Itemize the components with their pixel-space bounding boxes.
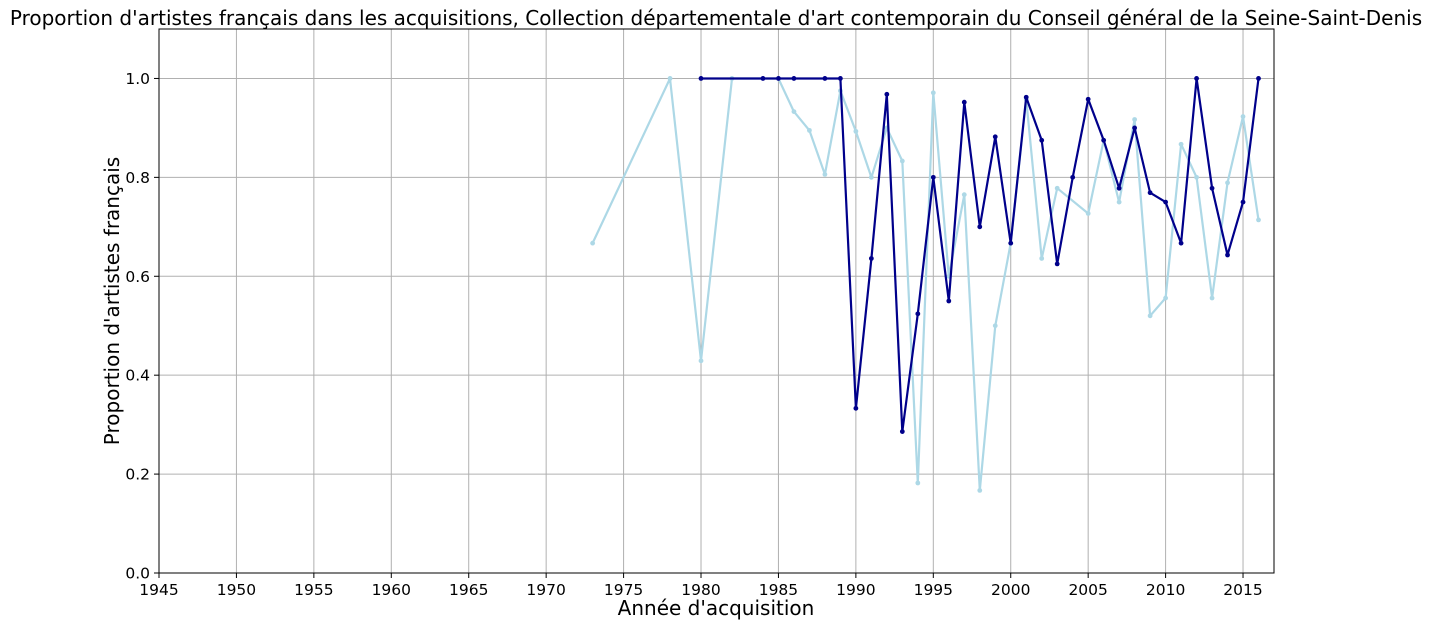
data-point xyxy=(1085,96,1091,102)
y-tick-label: 0.8 xyxy=(125,169,150,187)
data-point xyxy=(807,127,812,133)
data-point xyxy=(853,405,859,411)
data-point xyxy=(822,171,828,177)
data-point xyxy=(760,76,766,81)
data-point xyxy=(868,256,874,261)
data-point xyxy=(1256,217,1261,223)
x-axis-label: Année d'acquisition xyxy=(618,596,815,620)
data-point xyxy=(884,91,890,97)
data-point xyxy=(946,298,952,304)
data-point xyxy=(915,311,921,317)
data-point xyxy=(868,174,874,180)
data-point xyxy=(961,99,967,105)
data-point xyxy=(977,224,983,230)
data-point xyxy=(899,429,905,434)
data-point xyxy=(1209,185,1215,191)
y-tick-label: 0.4 xyxy=(125,367,150,385)
y-tick-label: 0.6 xyxy=(125,268,150,286)
chart-title: Proportion d'artistes français dans les … xyxy=(10,6,1422,30)
data-point xyxy=(1256,76,1261,81)
data-point xyxy=(837,76,843,81)
x-tick-label: 1945 xyxy=(139,581,178,599)
data-point xyxy=(1209,295,1215,301)
data-point xyxy=(853,128,859,134)
data-point xyxy=(1240,114,1246,119)
data-point xyxy=(992,134,998,140)
data-point xyxy=(1240,199,1246,205)
data-point xyxy=(1147,190,1153,196)
data-point xyxy=(899,158,905,164)
x-tick-label: 1970 xyxy=(526,581,565,599)
data-point xyxy=(1008,240,1014,246)
data-point xyxy=(1163,199,1168,205)
data-point xyxy=(590,240,596,246)
data-point xyxy=(667,76,673,81)
x-tick-label: 1950 xyxy=(217,581,256,599)
x-tick-label: 1980 xyxy=(681,581,720,599)
x-tick-label: 2010 xyxy=(1146,581,1185,599)
data-point xyxy=(1225,252,1230,258)
data-point xyxy=(1225,180,1230,186)
y-tick-label: 0.2 xyxy=(125,466,150,484)
data-point xyxy=(1070,174,1076,180)
data-point xyxy=(1039,137,1045,143)
y-tick-label: 0.0 xyxy=(125,565,150,583)
data-point xyxy=(1194,174,1199,180)
x-tick-label: 2015 xyxy=(1223,581,1262,599)
data-point xyxy=(992,323,998,329)
data-point xyxy=(961,192,967,198)
data-point xyxy=(791,109,797,114)
data-point xyxy=(1054,261,1060,267)
data-point xyxy=(776,76,781,81)
data-point xyxy=(1194,76,1199,81)
data-point xyxy=(1085,211,1091,216)
data-point xyxy=(1054,185,1060,191)
x-tick-label: 2000 xyxy=(991,581,1030,599)
x-tick-label: 1965 xyxy=(449,581,488,599)
data-point xyxy=(791,76,797,81)
data-point xyxy=(1147,313,1153,319)
x-axis-ticks: 1945 1950 1955 1960 1965 1970 1975 1980 1985 1990… xyxy=(139,573,1263,599)
data-point xyxy=(698,76,704,81)
x-tick-label: 1955 xyxy=(294,581,333,599)
data-point xyxy=(1116,185,1122,191)
grid xyxy=(158,29,1274,574)
series-line xyxy=(701,77,1260,433)
x-tick-label: 1995 xyxy=(914,581,953,599)
y-axis-ticks: 0.0 0.2 0.4 0.6 0.8 1.0 xyxy=(125,70,159,583)
x-tick-label: 1960 xyxy=(372,581,411,599)
data-point xyxy=(930,90,936,96)
data-point xyxy=(1101,137,1107,143)
data-point xyxy=(977,488,983,493)
data-point xyxy=(1178,141,1184,147)
plot-frame xyxy=(158,28,1275,574)
series-layer xyxy=(590,76,1261,493)
data-point xyxy=(1178,240,1184,246)
data-point xyxy=(1132,125,1138,131)
series-2 xyxy=(698,76,1261,434)
data-point xyxy=(1132,117,1138,122)
y-tick-label: 1.0 xyxy=(125,70,150,88)
series-line xyxy=(591,77,1260,492)
data-point xyxy=(698,358,704,364)
x-tick-label: 2005 xyxy=(1068,581,1107,599)
data-point xyxy=(1023,94,1029,100)
x-tick-label: 1975 xyxy=(604,581,643,599)
x-tick-label: 1990 xyxy=(836,581,875,599)
data-point xyxy=(822,76,828,81)
data-point xyxy=(1163,295,1168,301)
data-point xyxy=(915,480,921,486)
y-axis-label: Proportion d'artistes français xyxy=(100,157,124,445)
x-tick-label: 1985 xyxy=(759,581,798,599)
data-point xyxy=(1116,199,1122,205)
data-point xyxy=(930,174,936,180)
data-point xyxy=(1039,256,1045,261)
series-1 xyxy=(590,76,1261,493)
